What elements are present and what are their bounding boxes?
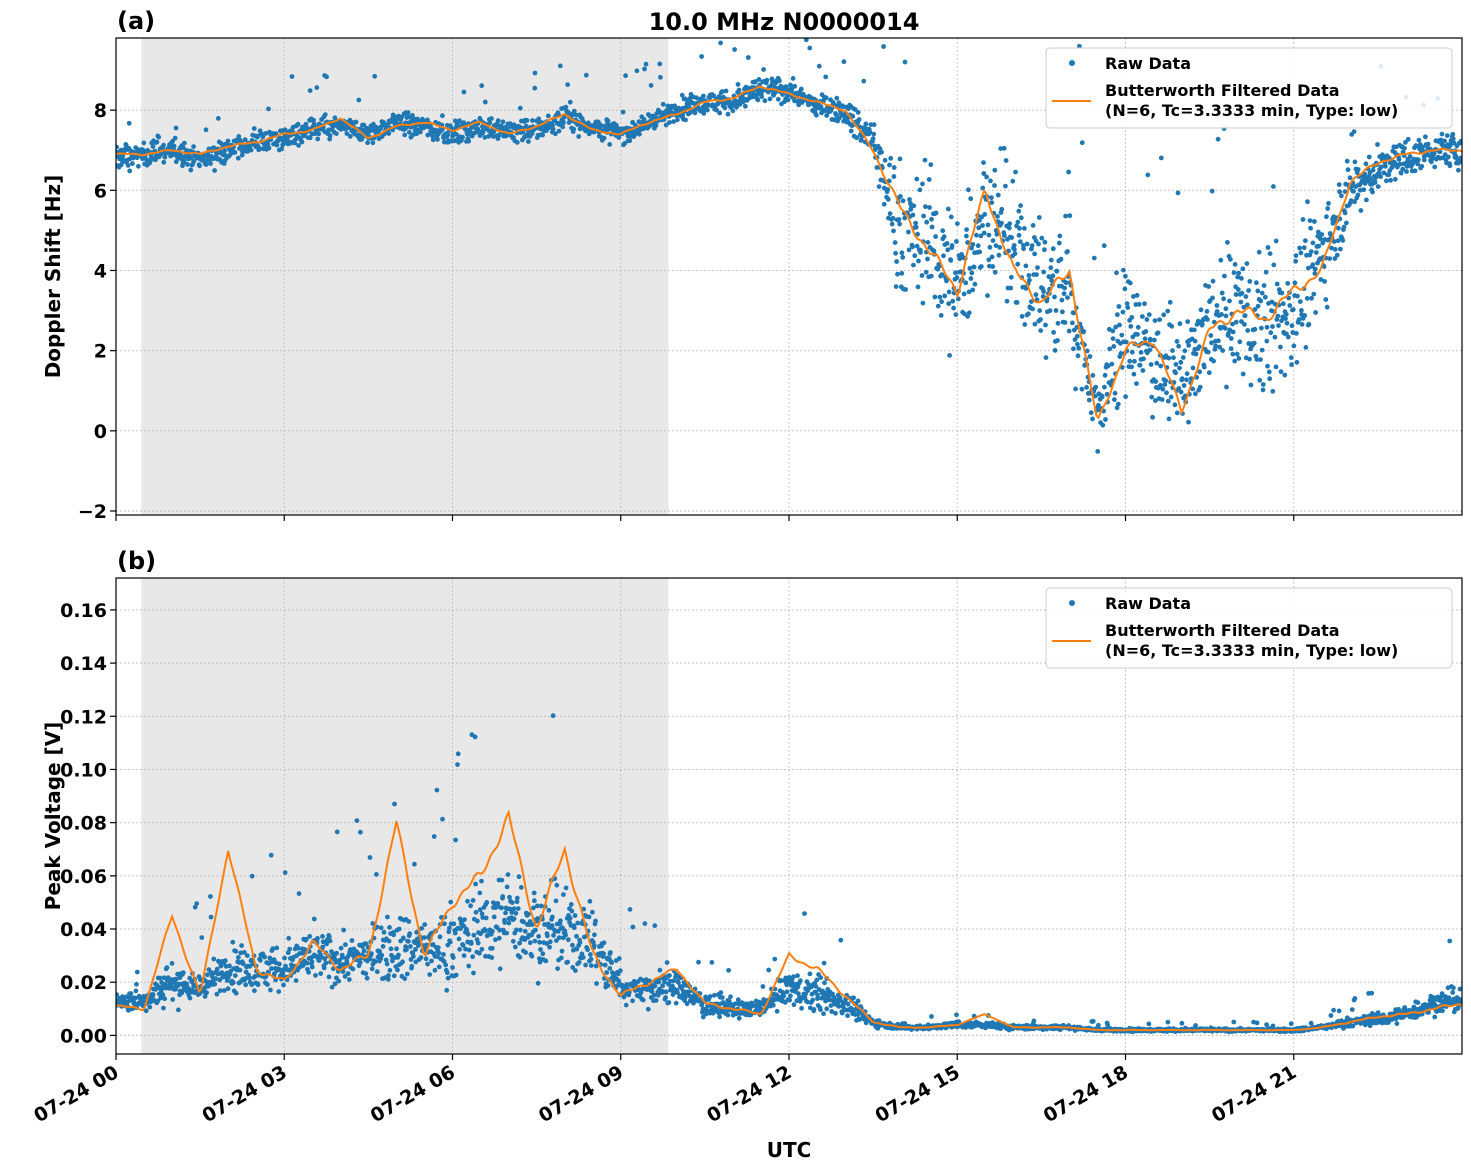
x-tick-label: 07-24 21 [1208,1061,1300,1127]
raw-data-points [116,713,1462,1035]
legend-raw-label: Raw Data [1105,594,1191,613]
y-tick-label: 4 [94,260,107,282]
y-tick-label: 0.16 [60,600,107,622]
x-tick-label: 07-24 12 [703,1061,795,1127]
y-tick-label: 0.00 [60,1025,107,1047]
y-tick-label: 0.10 [60,759,107,781]
panel-label: (a) [117,7,155,35]
legend-box [1045,587,1453,669]
legend-filtered-label-line2: (N=6, Tc=3.3333 min, Type: low) [1105,641,1398,660]
legend: Raw Data Butterworth Filtered Data(N=6, T… [1045,587,1453,669]
x-tick-label: 07-24 09 [535,1061,627,1127]
legend-raw-marker [1069,60,1075,66]
y-tick-label: 0.04 [60,919,107,941]
x-axis-label: UTC [767,1138,812,1162]
y-tick-label: 0.06 [60,866,107,888]
legend-filtered-label-line2: (N=6, Tc=3.3333 min, Type: low) [1105,101,1398,120]
y-tick-label: 8 [94,100,107,122]
y-tick-label: 0.02 [60,972,107,994]
x-tick-label: 07-24 03 [198,1061,290,1127]
panel-label: (b) [117,547,156,575]
legend-box [1045,47,1453,129]
y-tick-label: 0.14 [60,653,107,675]
legend-filtered-label: Butterworth Filtered Data [1105,81,1340,100]
legend-raw-marker [1069,600,1075,606]
x-tick-label: 07-24 00 [30,1061,122,1127]
filtered-series [116,85,1462,420]
filtered-line [116,85,1462,420]
legend-raw-label: Raw Data [1105,54,1191,73]
raw-data-series [116,713,1462,1035]
y-tick-label: −2 [78,501,107,523]
filtered-series [116,809,1462,1032]
panel-a: −2 0 2 4 6 8 Doppler Shift [Hz] (a) Raw Data Butt… [41,7,1463,523]
filtered-line [116,809,1462,1032]
x-tick-label: 07-24 15 [871,1061,963,1127]
y-tick-label: 0.08 [60,813,107,835]
x-tick-label: 07-24 06 [367,1061,459,1127]
y-tick-label: 0.12 [60,706,107,728]
y-axis-label: Doppler Shift [Hz] [41,175,65,379]
x-tick-label: 07-24 18 [1040,1061,1132,1127]
y-tick-label: 2 [94,341,107,363]
panel-b: 0.00 0.02 0.04 0.06 0.08 0.10 0.12 0.14 0.16 07-2… [30,547,1463,1127]
legend: Raw Data Butterworth Filtered Data(N=6, T… [1045,47,1453,129]
shaded-region [141,38,669,515]
y-tick-label: 0 [94,421,107,443]
y-tick-label: 6 [94,180,107,202]
legend-filtered-label: Butterworth Filtered Data [1105,621,1340,640]
y-axis-label: Peak Voltage [V] [41,722,65,911]
figure-title: 10.0 MHz N0000014 [649,8,920,36]
